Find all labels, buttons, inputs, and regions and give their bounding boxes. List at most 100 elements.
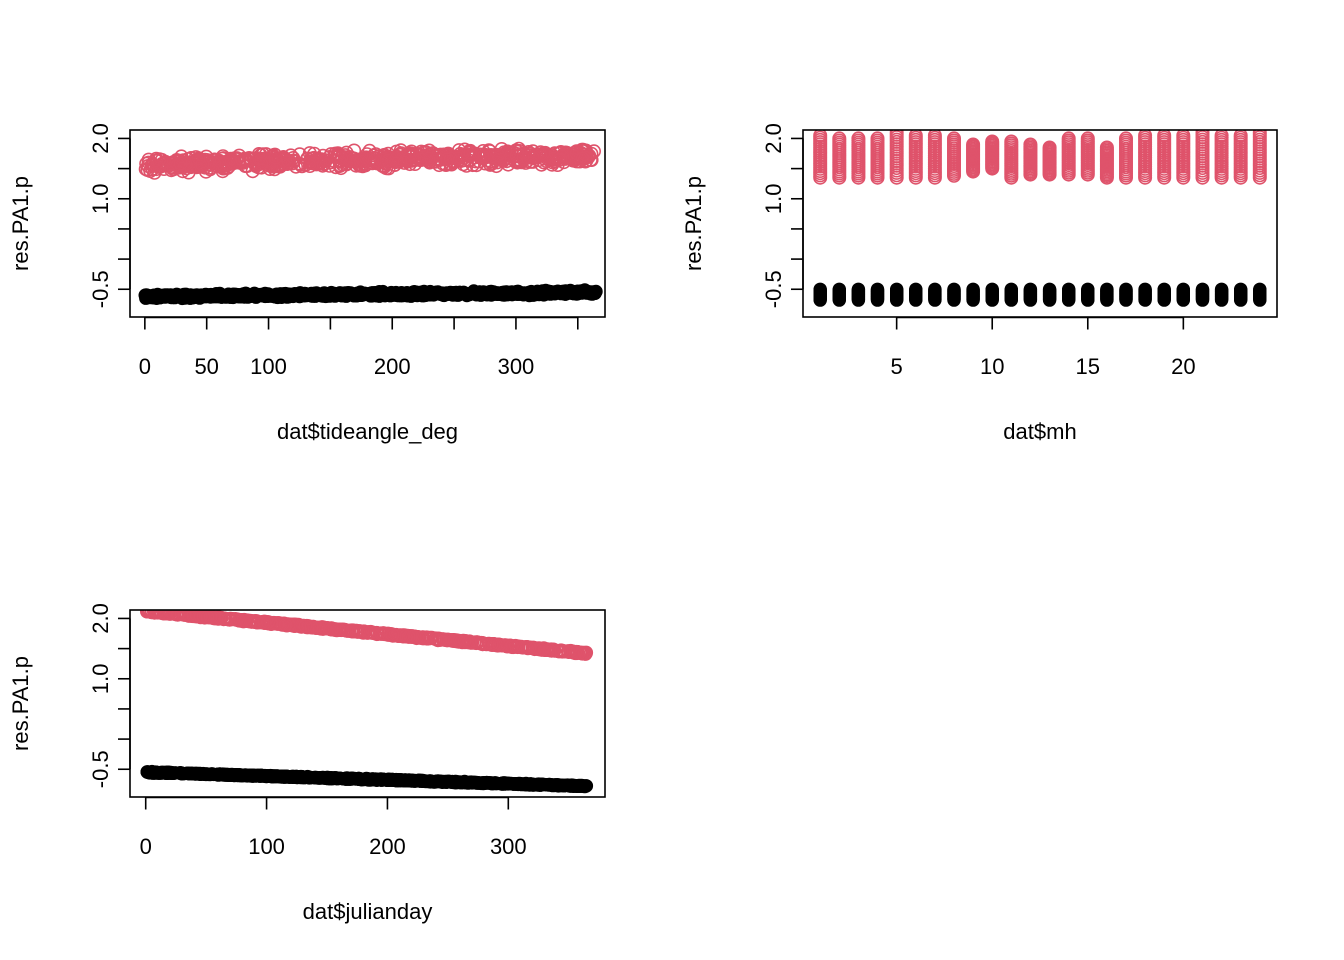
data-point	[198, 767, 213, 782]
data-point	[260, 614, 275, 629]
data-point	[349, 623, 364, 638]
data-point	[521, 146, 536, 161]
data-point	[463, 145, 478, 160]
data-point	[1023, 282, 1038, 296]
data-point	[1004, 282, 1018, 296]
data-point	[389, 152, 404, 167]
data-point	[454, 776, 468, 790]
data-point	[1176, 282, 1191, 296]
data-point	[224, 611, 239, 626]
data-point	[321, 287, 336, 302]
data-point	[278, 617, 293, 632]
x-axis-title: dat$mh	[1003, 419, 1076, 444]
data-point	[247, 768, 261, 783]
data-point	[442, 632, 457, 647]
data-point	[1119, 282, 1133, 296]
data-point	[170, 610, 185, 622]
data-point	[485, 777, 499, 791]
series-0	[138, 141, 601, 180]
data-point	[909, 282, 923, 296]
data-point	[490, 155, 505, 170]
y-tick-label: 2.0	[761, 123, 786, 154]
data-point	[1138, 130, 1153, 143]
data-point	[261, 769, 275, 783]
data-point	[141, 159, 156, 174]
y-tick-label: 1.0	[88, 663, 113, 694]
data-point	[1023, 137, 1038, 152]
data-point	[174, 149, 189, 164]
data-point	[851, 282, 866, 296]
data-point	[385, 627, 400, 642]
data-point	[273, 287, 288, 301]
data-point	[475, 637, 490, 652]
series-1	[140, 764, 594, 794]
data-point	[493, 287, 508, 301]
data-point	[429, 285, 443, 299]
data-point	[311, 156, 326, 171]
data-point	[577, 646, 592, 661]
data-point	[376, 626, 391, 641]
data-point	[385, 772, 399, 787]
y-tick-label: 2.0	[88, 603, 113, 634]
data-point	[227, 156, 242, 171]
data-point	[149, 610, 164, 620]
panel-mh: 5 10 15 20 -0.5 1.0 2.0 dat$mh res.PA1.p	[681, 123, 1278, 444]
data-point	[1062, 282, 1076, 296]
data-point	[238, 289, 253, 304]
data-point	[1081, 282, 1095, 296]
y-axis-title: res.PA1.p	[8, 656, 33, 751]
data-point	[575, 151, 590, 166]
data-point	[561, 644, 576, 659]
data-point	[164, 765, 178, 780]
series-0	[813, 130, 1267, 185]
data-point	[567, 646, 582, 661]
data-point	[511, 639, 526, 654]
data-point	[389, 144, 404, 159]
x-tick-label: 100	[250, 354, 287, 379]
data-point	[1234, 282, 1248, 296]
data-point	[149, 151, 164, 166]
data-point	[410, 630, 425, 645]
data-point	[311, 620, 326, 635]
data-point	[368, 287, 382, 302]
data-point	[1195, 130, 1210, 140]
y-tick-label: -0.5	[88, 270, 113, 308]
data-point	[1138, 282, 1152, 296]
y-tick-label: -0.5	[761, 270, 786, 308]
data-point	[421, 151, 436, 166]
data-point	[471, 776, 486, 790]
x-tick-label: 50	[194, 354, 218, 379]
x-tick-label: 300	[490, 834, 527, 859]
data-point	[367, 153, 382, 168]
y-axis-title: res.PA1.p	[8, 176, 33, 271]
data-point	[1214, 130, 1229, 143]
data-point	[890, 282, 904, 296]
data-point	[391, 287, 405, 301]
data-point	[250, 289, 265, 303]
x-tick-label: 5	[891, 354, 903, 379]
data-point	[1061, 131, 1076, 146]
data-point	[229, 612, 244, 627]
data-point	[349, 154, 364, 169]
data-point	[490, 147, 505, 162]
data-point	[1004, 134, 1019, 149]
data-point	[306, 289, 320, 303]
data-point	[147, 158, 162, 173]
data-point	[1195, 282, 1210, 296]
data-point	[947, 282, 961, 296]
data-point	[532, 287, 546, 302]
data-point	[1080, 131, 1095, 146]
data-point	[870, 282, 885, 296]
data-point	[304, 619, 319, 634]
data-point	[1252, 130, 1267, 140]
data-point	[318, 621, 333, 636]
data-point	[525, 144, 540, 159]
data-point	[354, 288, 368, 302]
data-point	[150, 289, 165, 303]
data-point	[367, 626, 382, 641]
data-point	[1042, 282, 1057, 296]
data-point	[555, 149, 570, 164]
data-point	[436, 774, 450, 789]
data-point	[813, 282, 827, 296]
